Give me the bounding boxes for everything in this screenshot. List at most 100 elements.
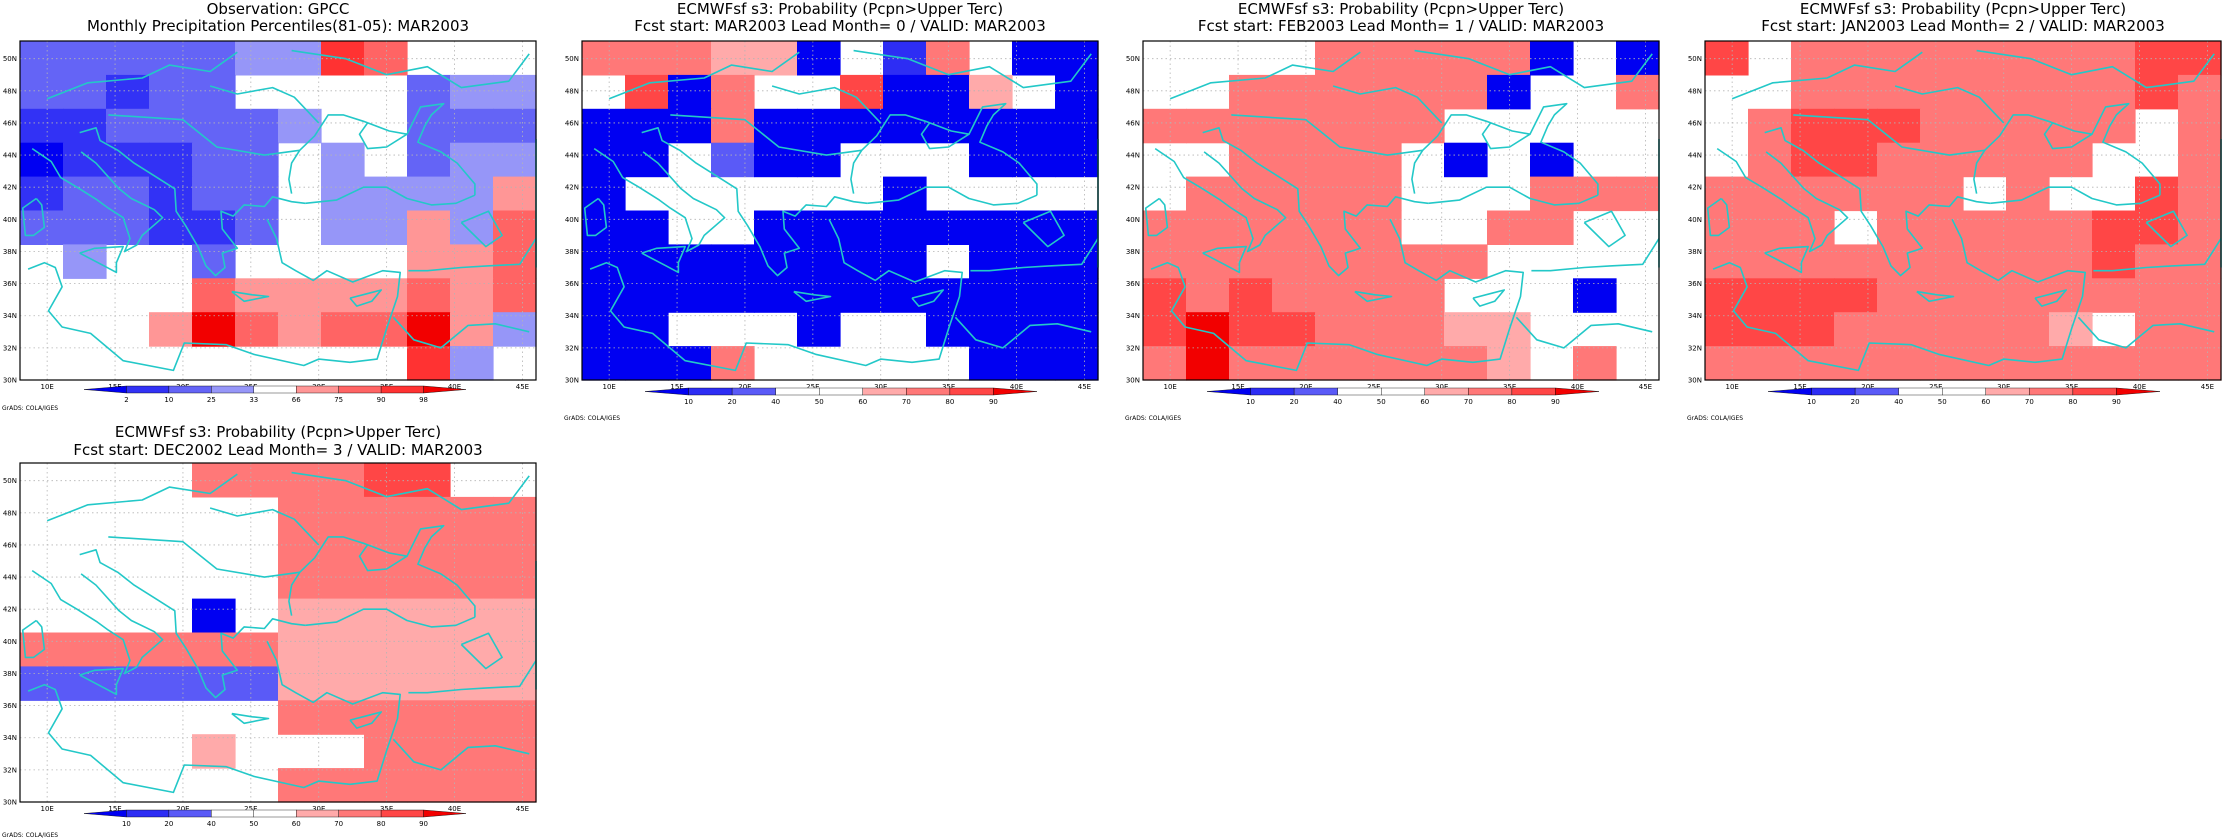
grid-cell (278, 598, 322, 634)
panel-subtitle: Fcst start: DEC2002 Lead Month= 3 / VALI… (73, 441, 482, 459)
colorbar-label: 70 (334, 820, 343, 828)
lon-tick-label: 10E (602, 383, 615, 391)
grid-cell (493, 666, 537, 701)
grid-cell (1963, 108, 2007, 144)
grid-cell (493, 312, 537, 347)
grid-cell (1315, 312, 1359, 347)
coastline (408, 238, 537, 272)
grid-cell (1791, 210, 1835, 245)
grid-cell (2006, 142, 2050, 178)
lat-tick-label: 44N (1688, 152, 1702, 160)
grid-cell (1272, 312, 1316, 347)
plot-frame (19, 462, 537, 803)
grid-cell (1573, 176, 1617, 212)
colorbar-label: 33 (249, 396, 258, 404)
coastline (1150, 218, 1524, 372)
colorbar-label: 60 (292, 820, 301, 828)
lat-tick-label: 42N (1126, 184, 1140, 192)
grid-cell (106, 210, 150, 245)
grid-cell (2178, 346, 2222, 381)
grid-cell (969, 346, 1013, 381)
colorbar-label: 70 (2025, 398, 2034, 406)
grid-cell (364, 666, 408, 701)
coastline (209, 85, 320, 124)
grid-cell (493, 734, 537, 769)
colorbar-label: 20 (1290, 398, 1299, 406)
grid-cell (321, 496, 365, 532)
lon-tick-label: 45E (2201, 383, 2214, 391)
coastline (1973, 114, 2093, 194)
colorbar-label: 70 (902, 398, 911, 406)
lat-tick-label: 46N (3, 119, 17, 127)
grid-cell (2135, 74, 2179, 110)
lat-tick-label: 32N (3, 344, 17, 352)
grid-cell (1834, 74, 1878, 110)
lon-tick-label: 40E (1571, 383, 1584, 391)
grid-cell (582, 346, 626, 381)
grid-cell (278, 41, 322, 76)
lat-tick-label: 46N (565, 119, 579, 127)
grid-cell (235, 142, 279, 178)
grid-cell (149, 666, 193, 701)
grid-cell (1530, 41, 1574, 76)
plot-frame (581, 40, 1099, 381)
grid-cell (883, 244, 927, 279)
panel-title: ECMWFsf s3: Probability (Pcpn>Upper Terc… (1238, 0, 1564, 18)
lat-tick-label: 34N (3, 312, 17, 320)
grid-cell (321, 176, 365, 212)
grid-cell (192, 210, 236, 245)
grid-cell (20, 632, 64, 667)
grid-cell (20, 108, 64, 144)
grid-cell (1791, 312, 1835, 347)
colorbar-label: 10 (1246, 398, 1255, 406)
grid-cell (1315, 278, 1359, 313)
lat-tick-label: 50N (3, 477, 17, 485)
grid-cell (1963, 142, 2007, 178)
colorbar-label: 66 (292, 396, 301, 404)
coastline (21, 619, 46, 659)
grid-cell (450, 278, 494, 313)
plot-frame (1142, 40, 1660, 381)
coastline (1144, 197, 1169, 237)
colorbar-segment (1811, 387, 1856, 396)
colorbar-segment (819, 387, 863, 396)
lon-tick-label: 25E (244, 805, 257, 813)
grid-cell (1012, 142, 1056, 178)
lat-tick-label: 30N (3, 799, 17, 807)
coastline (460, 210, 503, 248)
grid-cell (1530, 176, 1574, 212)
colorbar-label: 60 (1420, 398, 1429, 406)
grid-cell (840, 210, 884, 245)
colorbar-label: 90 (377, 396, 386, 404)
grid-cell (1963, 278, 2007, 313)
coastline (850, 114, 970, 194)
grid-cell (969, 210, 1013, 245)
grid-cell (969, 142, 1013, 178)
grid-cell (1705, 244, 1749, 279)
grid-cell (493, 108, 537, 144)
grid-cell (364, 463, 408, 498)
grid-cell (1444, 346, 1488, 381)
grid-cell (1272, 108, 1316, 144)
grid-cell (493, 74, 537, 110)
colorbar-segment (83, 809, 127, 818)
grid-cell (321, 666, 365, 701)
grid-cell (1229, 210, 1273, 245)
coastline (1472, 289, 1505, 307)
grid-cell (2049, 278, 2093, 313)
grid-cell (407, 244, 451, 279)
grid-cell (926, 210, 970, 245)
grid-cell (1963, 346, 2007, 381)
lat-tick-label: 38N (1126, 248, 1140, 256)
grid-cell (1012, 244, 1056, 279)
lat-tick-label: 50N (1688, 55, 1702, 63)
colorbar-segment (1206, 387, 1251, 396)
colorbar-label: 80 (945, 398, 954, 406)
colorbar-label: 70 (1464, 398, 1473, 406)
grid-cell (2135, 176, 2179, 212)
grid-cell (625, 346, 669, 381)
grid-cell (1748, 210, 1792, 245)
grid-cell (450, 210, 494, 245)
grid-cell (2049, 244, 2093, 279)
grid-cell (321, 530, 365, 566)
